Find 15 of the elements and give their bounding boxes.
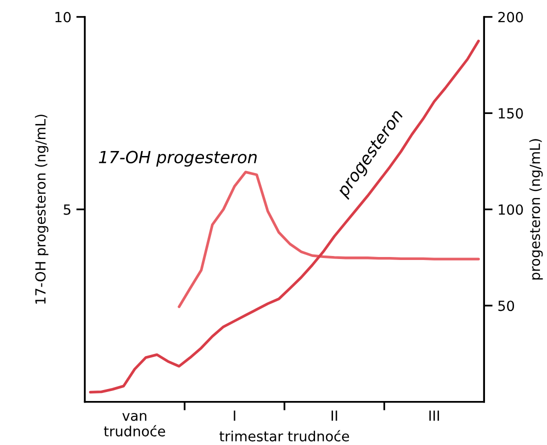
y2-axis-title: progesteron (ng/mL) [529,139,543,280]
y-tick-label: 5 [64,204,70,215]
x-tick-label: III [429,410,439,421]
y-tick-label: 10 [55,12,71,22]
line-series [89,40,480,394]
x-tick-label: II [332,410,338,421]
y2-tick-label: 150 [498,108,523,119]
y2-tick-label: 200 [498,12,523,22]
series-label: 17-OH progesteron [98,150,257,167]
x-axis-title: trimestar trudnoće [219,430,350,442]
y2-tick-label: 50 [498,300,514,312]
y2-tick-label: 100 [498,204,523,215]
x-tick-label: van trudnoće [104,412,166,436]
y-axis-title: 17-OH progesteron (ng/mL) [34,114,48,304]
x-tick-label: I [234,410,236,421]
